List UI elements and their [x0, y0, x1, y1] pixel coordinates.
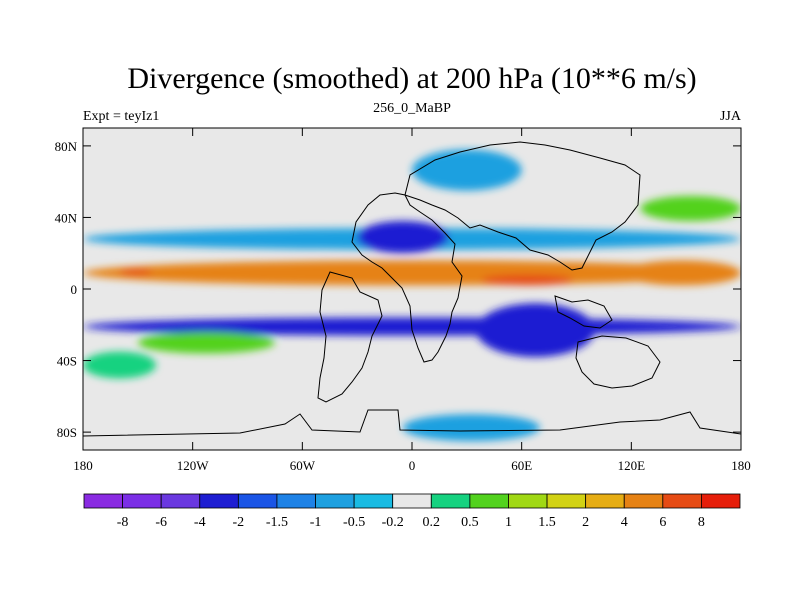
colorbar-swatch — [623, 493, 664, 509]
colorbar-swatch — [392, 493, 432, 509]
colorbar-swatch — [701, 493, 741, 509]
colorbar-swatch — [585, 493, 625, 509]
colorbar-swatch — [353, 493, 394, 509]
colorbar-swatch — [276, 493, 316, 509]
itcz-divergence-band — [83, 260, 741, 286]
coastlines — [83, 141, 741, 437]
chart-title: Divergence (smoothed) at 200 hPa (10**6 … — [127, 62, 696, 95]
colorbar-label: -6 — [155, 515, 167, 530]
colorbar-swatch — [430, 493, 471, 509]
eurasia-coastline — [404, 141, 641, 271]
colorbar-label: -1 — [310, 515, 322, 530]
colorbar-label: -4 — [194, 515, 206, 530]
asia-convergence-core — [357, 221, 449, 254]
south-america-coastline — [317, 271, 383, 403]
colorbar-swatch — [122, 493, 162, 509]
colorbar-label: 2 — [582, 515, 589, 530]
experiment-label: Expt = teyIz1 — [83, 109, 159, 124]
antarctic-convergence — [402, 414, 540, 442]
colorbar-label: -0.2 — [382, 515, 404, 530]
y-axis: 80N 40N 0 40S 80S — [55, 139, 741, 440]
map-background — [83, 128, 741, 450]
pacific-divergence-strip — [119, 269, 153, 276]
colorbar-label: 8 — [698, 515, 705, 530]
colorbar-label: 0.2 — [423, 515, 441, 530]
south-pacific-divergence — [137, 331, 275, 354]
colorbar-swatch — [546, 493, 587, 509]
pacific-divergence-east — [622, 260, 741, 286]
colorbar-label: 0.5 — [461, 515, 479, 530]
y-tick-label: 40S — [57, 354, 77, 369]
colorbar-label: 1.5 — [538, 515, 556, 530]
colorbar-swatch — [469, 493, 509, 509]
north-pacific-divergence — [640, 195, 741, 222]
divergence-field — [83, 149, 741, 442]
maritime-continent-coastline — [554, 295, 613, 329]
chart-subtitle: 256_0_MaBP — [373, 101, 451, 116]
colorbar-swatch — [315, 493, 355, 509]
x-tick-label: 180 — [731, 458, 751, 473]
y-tick-label: 80S — [57, 425, 77, 440]
season-label: JJA — [720, 109, 742, 124]
x-tick-label: 180 — [73, 458, 93, 473]
antarctica-coastline — [83, 409, 741, 437]
colorbar-label: -2 — [233, 515, 245, 530]
colorbar-label: -1.5 — [266, 515, 288, 530]
x-tick-label: 120W — [177, 458, 210, 473]
colorbar-swatch — [83, 493, 123, 509]
y-tick-label: 40N — [55, 210, 78, 225]
x-tick-label: 0 — [409, 458, 416, 473]
colorbar — [83, 493, 741, 509]
colorbar-label: 1 — [505, 515, 512, 530]
colorbar-swatch — [160, 493, 201, 509]
colorbar-label: 4 — [621, 515, 628, 530]
colorbar-label: -8 — [117, 515, 129, 530]
colorbar-label: -0.5 — [343, 515, 365, 530]
colorbar-swatch — [662, 493, 702, 509]
x-tick-label: 60W — [290, 458, 316, 473]
colorbar-swatch — [237, 493, 278, 509]
southern-ocean-divergence — [83, 351, 157, 379]
arctic-convergence — [412, 149, 522, 191]
colorbar-swatch — [199, 493, 239, 509]
x-tick-label: 120E — [618, 458, 646, 473]
african-asian-divergence-core — [481, 274, 573, 286]
x-axis: 180 120W 60W 0 60E 120E 180 — [73, 128, 751, 473]
australia-coastline — [575, 335, 661, 389]
indian-ocean-convergence — [475, 303, 595, 357]
colorbar-swatch — [508, 493, 548, 509]
africa-coastline — [351, 192, 463, 363]
y-tick-label: 0 — [71, 282, 78, 297]
colorbar-label: 6 — [659, 515, 666, 530]
y-tick-label: 80N — [55, 139, 78, 154]
colorbar-labels: -8 -6 -4 -2 -1.5 -1 -0.5 -0.2 0.2 0.5 1 1.5 2 4 6 8 — [117, 515, 705, 530]
x-tick-label: 60E — [511, 458, 532, 473]
